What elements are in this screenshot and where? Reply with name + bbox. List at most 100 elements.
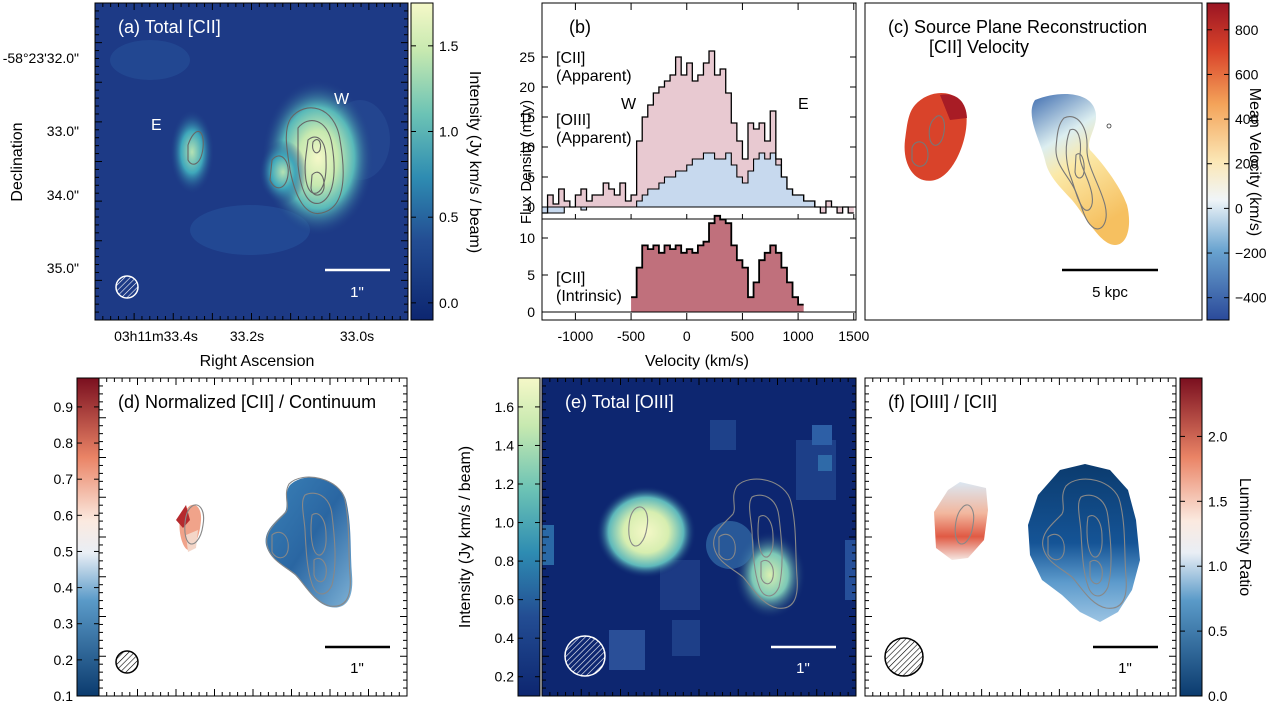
label-w: W — [334, 91, 350, 108]
cii-label-line2: (Apparent) — [556, 68, 632, 85]
panel-e-colorbar — [517, 377, 541, 697]
panel-f-colorbar — [1179, 377, 1203, 697]
colorbar-tick-label: 0.0 — [1208, 688, 1228, 704]
colorbar-tick-label: 1.0 — [495, 515, 515, 531]
x-tick-label: 1000 — [783, 328, 814, 344]
panel-a: (a) Total [CII] E W 1" -58°23'32.0" 33.0… — [3, 2, 483, 370]
x-tick-label: 1500 — [838, 328, 869, 344]
panel-d-colorbar-ticks: 0.9 0.8 0.7 0.6 0.5 0.4 0.3 0.2 0.1 — [54, 399, 99, 704]
panel-a-beam — [115, 275, 139, 299]
panel-c-contours — [911, 115, 1107, 230]
colorbar-tick-label: 1.0 — [439, 124, 459, 140]
panel-e-title: (e) Total [OIII] — [565, 392, 674, 412]
colorbar-tick-label: 1.5 — [1208, 493, 1228, 509]
panel-f-beam — [884, 637, 924, 677]
panel-e-contours — [628, 478, 798, 609]
colorbar-tick-label: 0.8 — [495, 553, 515, 569]
panel-e: 1.6 1.4 1.2 1.0 0.8 0.6 0.4 0.2 Intensity (Jy k… — [457, 377, 857, 697]
panel-b-frame — [541, 2, 857, 321]
panel-f-colorbar-ticks: 2.0 1.5 1.0 0.5 0.0 — [1180, 428, 1228, 704]
ra-tick-0: 03h11m33.4s — [114, 328, 198, 344]
colorbar-tick-label: 0.6 — [495, 592, 515, 608]
ra-tick-1: 33.2s — [230, 328, 264, 344]
panel-b-title: (b) — [569, 17, 591, 37]
x-tick-label: -500 — [617, 328, 645, 344]
colorbar-tick-label: 0 — [1235, 200, 1243, 216]
panel-c-scalebar-label: 5 kpc — [1092, 284, 1128, 301]
panel-f-ticks — [865, 378, 1176, 696]
colorbar-tick-label: 0.7 — [54, 471, 74, 487]
panel-a-title: (a) Total [CII] — [118, 17, 221, 37]
panel-d-beam — [115, 650, 139, 674]
oiii-apparent-fill — [542, 153, 854, 213]
colorbar-tick-label: 600 — [1235, 66, 1259, 82]
ratio-map-oiii-cii-west — [1028, 464, 1140, 622]
panel-e-colorbar-ticks: 1.6 1.4 1.2 1.0 0.8 0.6 0.4 0.2 — [495, 399, 540, 685]
colorbar-tick-label: 0.6 — [54, 507, 74, 523]
panel-a-colorbar — [410, 2, 434, 321]
colorbar-tick-label: 0.9 — [54, 399, 74, 415]
y-tick-label: 0 — [527, 304, 535, 320]
y-tick-label: 20 — [519, 79, 535, 95]
panel-b-ylabel: Flux Density (mJy) — [518, 100, 535, 224]
panel-b-mark-w: W — [621, 96, 637, 113]
panel-e-ticks — [542, 378, 856, 696]
panel-a-contours — [187, 107, 344, 215]
x-tick-label: 0 — [683, 328, 691, 344]
colorbar-tick-label: 1.4 — [495, 437, 515, 453]
panel-d-ticks — [99, 378, 407, 696]
dec-tick-1: 33.0" — [47, 123, 79, 139]
y-tick-label: 0 — [527, 199, 535, 215]
colorbar-tick-label: 800 — [1235, 22, 1259, 38]
colorbar-tick-label: 0.2 — [495, 669, 515, 685]
panel-b-upper-spectra — [542, 50, 856, 220]
panel-b-xlabel: Velocity (km/s) — [645, 353, 749, 370]
oiii-label-line2: (Apparent) — [556, 130, 632, 147]
panel-f: (f) [OIII] / [CII] 1" 2.0 1.5 1.0 0.5 0.0 Lu… — [864, 377, 1253, 704]
panel-d-colorbar — [76, 377, 100, 697]
y-tick-label: 25 — [519, 49, 535, 65]
panel-a-xlabel: Right Ascension — [200, 353, 315, 370]
colorbar-tick-label: 0.3 — [54, 616, 74, 632]
panel-c-frame — [864, 2, 1203, 321]
colorbar-tick-label: 0.2 — [54, 652, 74, 668]
panel-f-title: (f) [OIII] / [CII] — [888, 392, 997, 412]
dec-tick-3: 35.0" — [47, 260, 79, 276]
intrinsic-label-line1: [CII] — [556, 270, 585, 287]
x-tick-label: 500 — [731, 328, 755, 344]
colorbar-tick-label: −400 — [1235, 290, 1267, 306]
y-tick-label: 5 — [527, 169, 535, 185]
y-tick-label: 10 — [519, 230, 535, 246]
panel-b-lower-spectrum — [542, 214, 856, 313]
colorbar-tick-label: 0.5 — [1208, 623, 1228, 639]
panel-c: (c) Source Plane Reconstruction [CII] Ve… — [864, 2, 1267, 321]
panel-d-scalebar-label: 1" — [350, 660, 364, 677]
panel-c-colorbar-ticks: 800 600 400 200 0 −200 −400 — [1207, 22, 1267, 306]
colorbar-tick-label: 1.2 — [495, 476, 515, 492]
colorbar-tick-label: 0.4 — [54, 580, 74, 596]
panel-a-colorbar-ticks: 0.0 0.5 1.0 1.5 — [411, 38, 459, 311]
colorbar-tick-label: 0.1 — [54, 688, 74, 704]
panel-e-beam — [564, 635, 606, 677]
oiii-label-line1: [OIII] — [556, 112, 591, 129]
panel-b-mark-e: E — [798, 96, 809, 113]
ra-tick-2: 33.0s — [340, 328, 374, 344]
panel-d-title: (d) Normalized [CII] / Continuum — [118, 392, 376, 412]
velocity-map-west — [1031, 94, 1130, 245]
colorbar-tick-label: 1.5 — [439, 38, 459, 54]
colorbar-tick-label: 0.5 — [54, 543, 74, 559]
panel-c-title-line2: [CII] Velocity — [929, 37, 1029, 57]
colorbar-tick-label: −200 — [1235, 245, 1267, 261]
cii-intrinsic-line — [631, 214, 804, 306]
panel-c-colorbar — [1206, 2, 1230, 321]
panel-c-colorbar-label: Mean Velocity (km/s) — [1246, 88, 1263, 236]
cii-intrinsic-fill — [631, 215, 804, 312]
colorbar-tick-label: 0.5 — [439, 209, 459, 225]
colorbar-tick-label: 1.0 — [1208, 558, 1228, 574]
y-tick-label: 5 — [527, 267, 535, 283]
colorbar-tick-label: 0.0 — [439, 295, 459, 311]
colorbar-tick-label: 0.8 — [54, 435, 74, 451]
colorbar-tick-label: 200 — [1235, 156, 1259, 172]
